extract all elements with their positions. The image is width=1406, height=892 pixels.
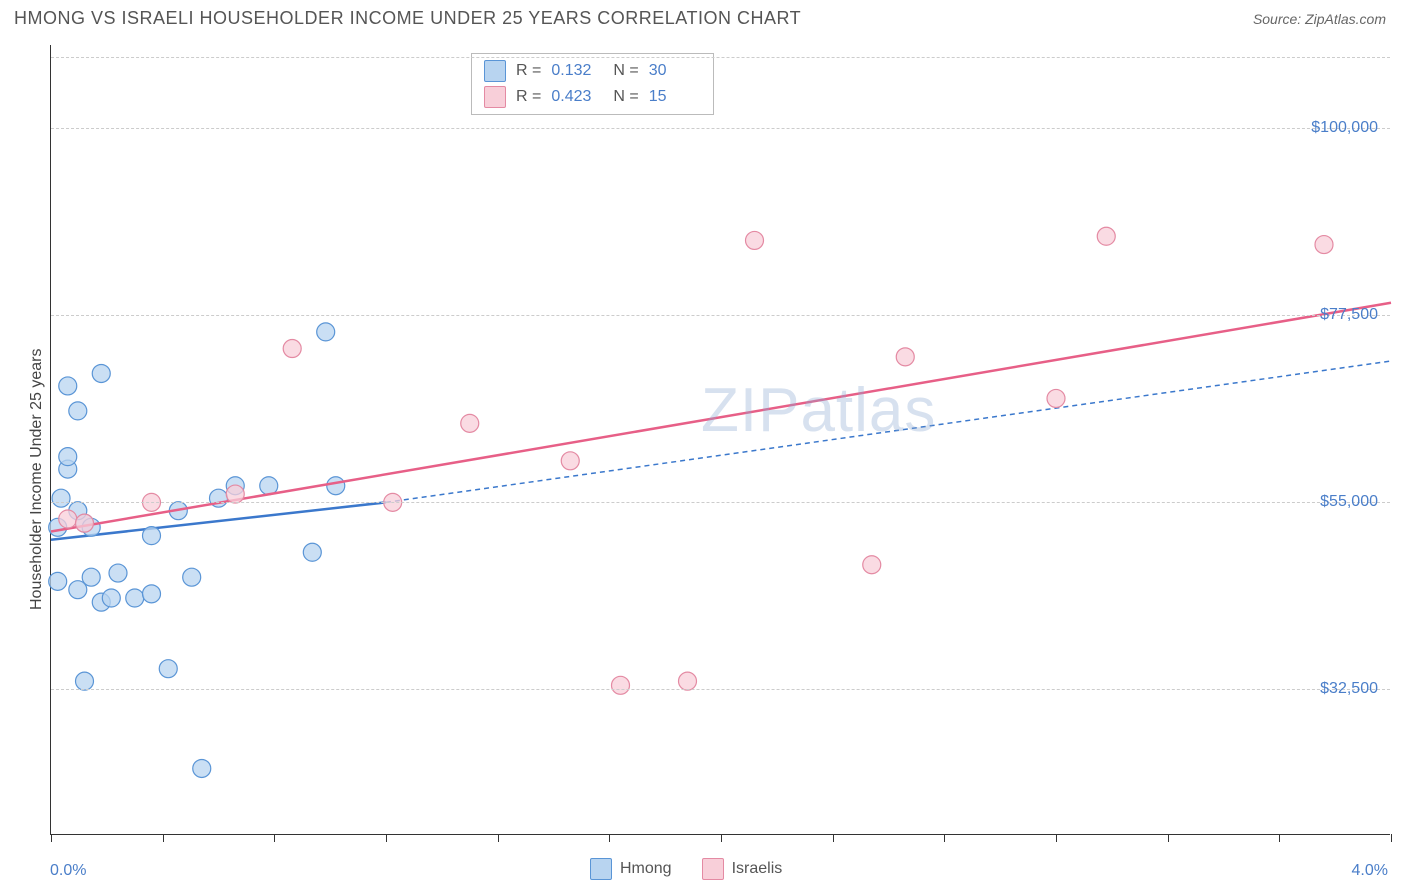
gridline bbox=[51, 502, 1390, 503]
stats-row: R = 0.132 N = 30 bbox=[484, 58, 701, 84]
x-tick bbox=[609, 834, 610, 842]
x-tick bbox=[1056, 834, 1057, 842]
gridline bbox=[51, 128, 1390, 129]
x-tick bbox=[1391, 834, 1392, 842]
x-tick bbox=[498, 834, 499, 842]
stats-r-label: R = bbox=[516, 88, 541, 106]
legend-swatch-israelis bbox=[702, 858, 724, 880]
chart-svg bbox=[51, 45, 1390, 834]
x-tick bbox=[386, 834, 387, 842]
y-tick-label: $77,500 bbox=[1320, 306, 1378, 324]
x-axis-max-label: 4.0% bbox=[1352, 862, 1388, 880]
x-tick bbox=[1279, 834, 1280, 842]
x-tick bbox=[51, 834, 52, 842]
chart-header: HMONG VS ISRAELI HOUSEHOLDER INCOME UNDE… bbox=[0, 0, 1406, 37]
stats-r-value: 0.423 bbox=[551, 88, 603, 106]
stats-n-value: 15 bbox=[649, 88, 701, 106]
y-tick-label: $32,500 bbox=[1320, 680, 1378, 698]
y-axis-label: Householder Income Under 25 years bbox=[28, 349, 46, 610]
legend-item-israelis: Israelis bbox=[702, 858, 783, 880]
y-tick-label: $55,000 bbox=[1320, 493, 1378, 511]
y-tick-label: $100,000 bbox=[1311, 119, 1378, 137]
stats-n-label: N = bbox=[613, 88, 638, 106]
x-tick bbox=[163, 834, 164, 842]
stats-n-value: 30 bbox=[649, 62, 701, 80]
chart-plot-area: R = 0.132 N = 30 R = 0.423 N = 15 ZIPatl… bbox=[50, 45, 1390, 835]
gridline bbox=[51, 689, 1390, 690]
stats-n-label: N = bbox=[613, 62, 638, 80]
stats-swatch-israelis bbox=[484, 86, 506, 108]
legend: Hmong Israelis bbox=[590, 858, 782, 880]
x-axis-min-label: 0.0% bbox=[50, 862, 86, 880]
gridline bbox=[51, 57, 1390, 58]
x-tick bbox=[944, 834, 945, 842]
x-tick bbox=[274, 834, 275, 842]
legend-label: Hmong bbox=[620, 860, 672, 878]
stats-r-label: R = bbox=[516, 62, 541, 80]
gridline bbox=[51, 315, 1390, 316]
legend-item-hmong: Hmong bbox=[590, 858, 672, 880]
x-tick bbox=[1168, 834, 1169, 842]
stats-row: R = 0.423 N = 15 bbox=[484, 84, 701, 110]
x-tick bbox=[833, 834, 834, 842]
x-tick bbox=[721, 834, 722, 842]
legend-label: Israelis bbox=[732, 860, 783, 878]
stats-r-value: 0.132 bbox=[551, 62, 603, 80]
stats-box: R = 0.132 N = 30 R = 0.423 N = 15 bbox=[471, 53, 714, 115]
legend-swatch-hmong bbox=[590, 858, 612, 880]
stats-swatch-hmong bbox=[484, 60, 506, 82]
chart-title: HMONG VS ISRAELI HOUSEHOLDER INCOME UNDE… bbox=[14, 8, 801, 29]
chart-source: Source: ZipAtlas.com bbox=[1253, 11, 1386, 27]
